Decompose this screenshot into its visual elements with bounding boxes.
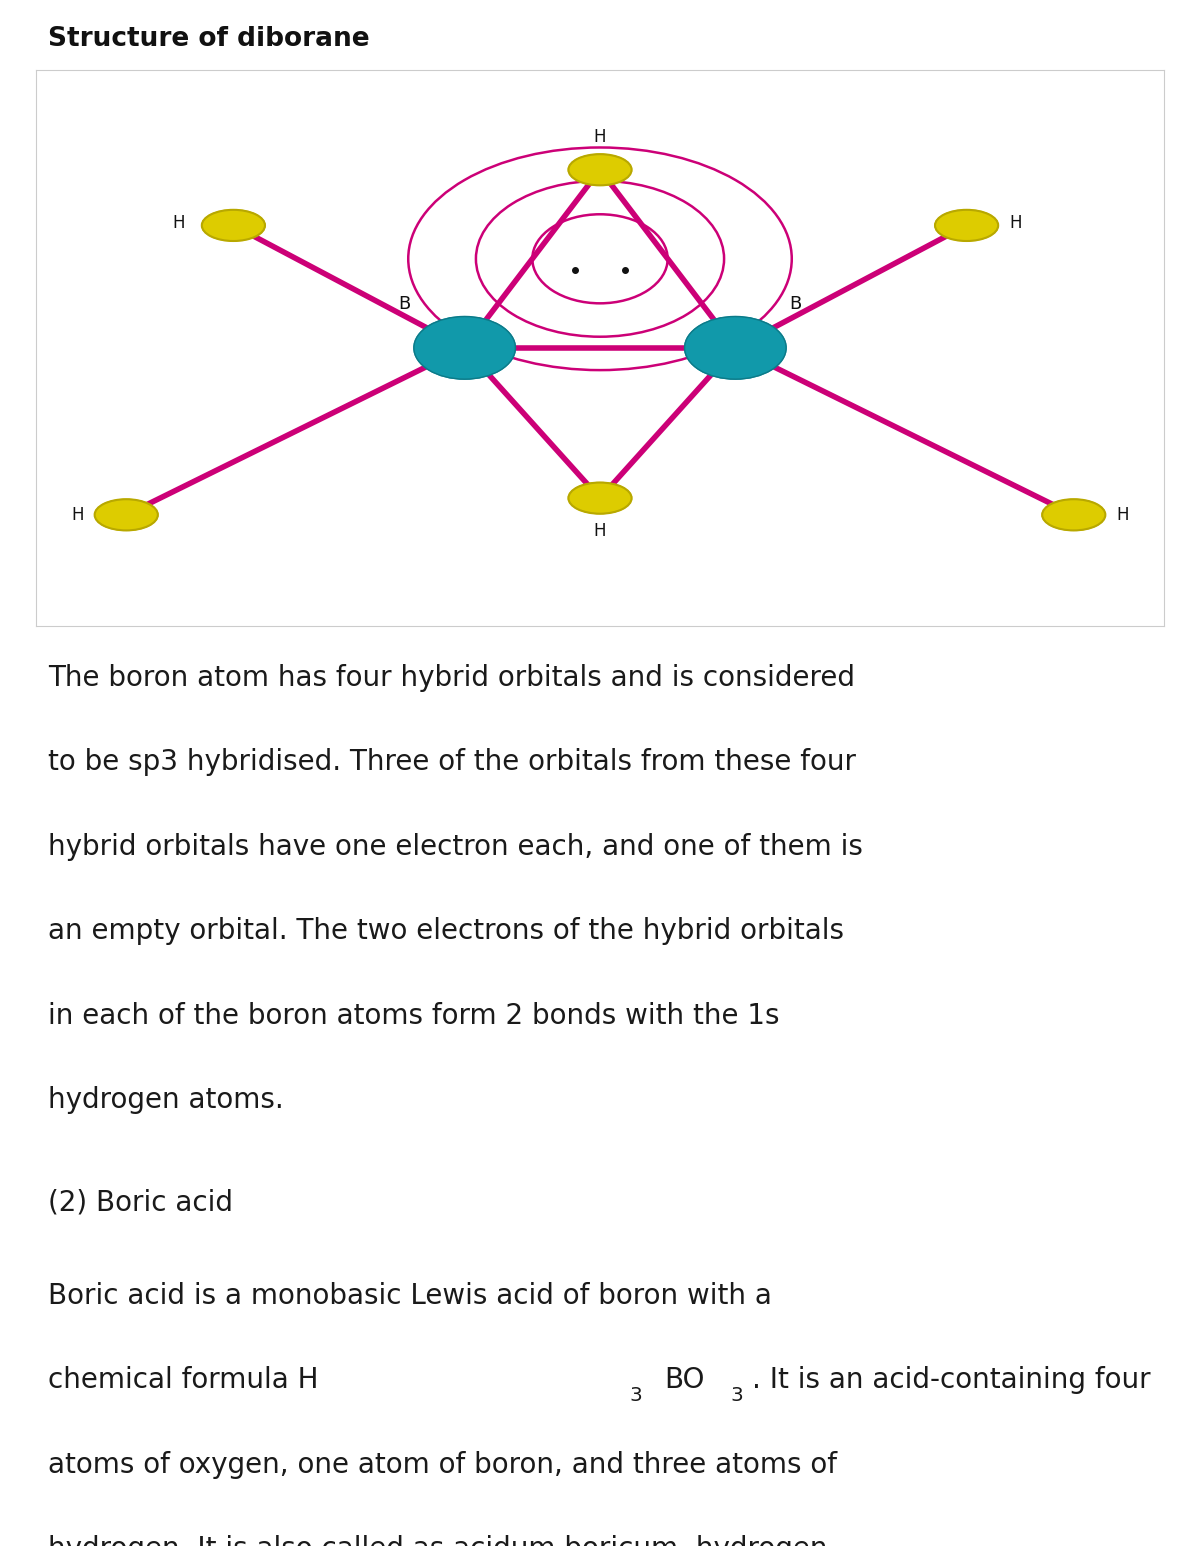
Circle shape — [1042, 499, 1105, 530]
Text: H: H — [71, 506, 83, 524]
Text: BO: BO — [664, 1367, 704, 1394]
Text: 3: 3 — [731, 1385, 743, 1405]
Text: H: H — [594, 523, 606, 540]
Circle shape — [569, 155, 631, 186]
Text: Boric acid is a monobasic Lewis acid of boron with a: Boric acid is a monobasic Lewis acid of … — [48, 1282, 772, 1309]
Text: B: B — [398, 294, 410, 312]
Circle shape — [935, 210, 998, 241]
Text: hybrid orbitals have one electron each, and one of them is: hybrid orbitals have one electron each, … — [48, 833, 863, 861]
Text: in each of the boron atoms form 2 bonds with the 1s: in each of the boron atoms form 2 bonds … — [48, 1002, 780, 1030]
Text: . It is an acid-containing four: . It is an acid-containing four — [752, 1367, 1151, 1394]
Ellipse shape — [414, 317, 516, 379]
Text: Structure of diborane: Structure of diborane — [48, 26, 370, 51]
Text: B: B — [790, 294, 802, 312]
Text: 3: 3 — [630, 1385, 642, 1405]
Text: chemical formula H: chemical formula H — [48, 1367, 318, 1394]
Text: H: H — [594, 128, 606, 145]
Text: (2) Boric acid: (2) Boric acid — [48, 1189, 233, 1217]
Ellipse shape — [684, 317, 786, 379]
Text: H: H — [173, 213, 185, 232]
Text: The boron atom has four hybrid orbitals and is considered: The boron atom has four hybrid orbitals … — [48, 663, 854, 691]
Circle shape — [95, 499, 158, 530]
Circle shape — [569, 482, 631, 513]
Text: hydrogen. It is also called as acidum boricum, hydrogen: hydrogen. It is also called as acidum bo… — [48, 1535, 828, 1546]
Text: atoms of oxygen, one atom of boron, and three atoms of: atoms of oxygen, one atom of boron, and … — [48, 1450, 838, 1478]
Text: hydrogen atoms.: hydrogen atoms. — [48, 1085, 283, 1115]
Circle shape — [202, 210, 265, 241]
Text: H: H — [1117, 506, 1129, 524]
Text: to be sp3 hybridised. Three of the orbitals from these four: to be sp3 hybridised. Three of the orbit… — [48, 748, 856, 776]
Text: an empty orbital. The two electrons of the hybrid orbitals: an empty orbital. The two electrons of t… — [48, 917, 844, 945]
Text: H: H — [1009, 213, 1022, 232]
